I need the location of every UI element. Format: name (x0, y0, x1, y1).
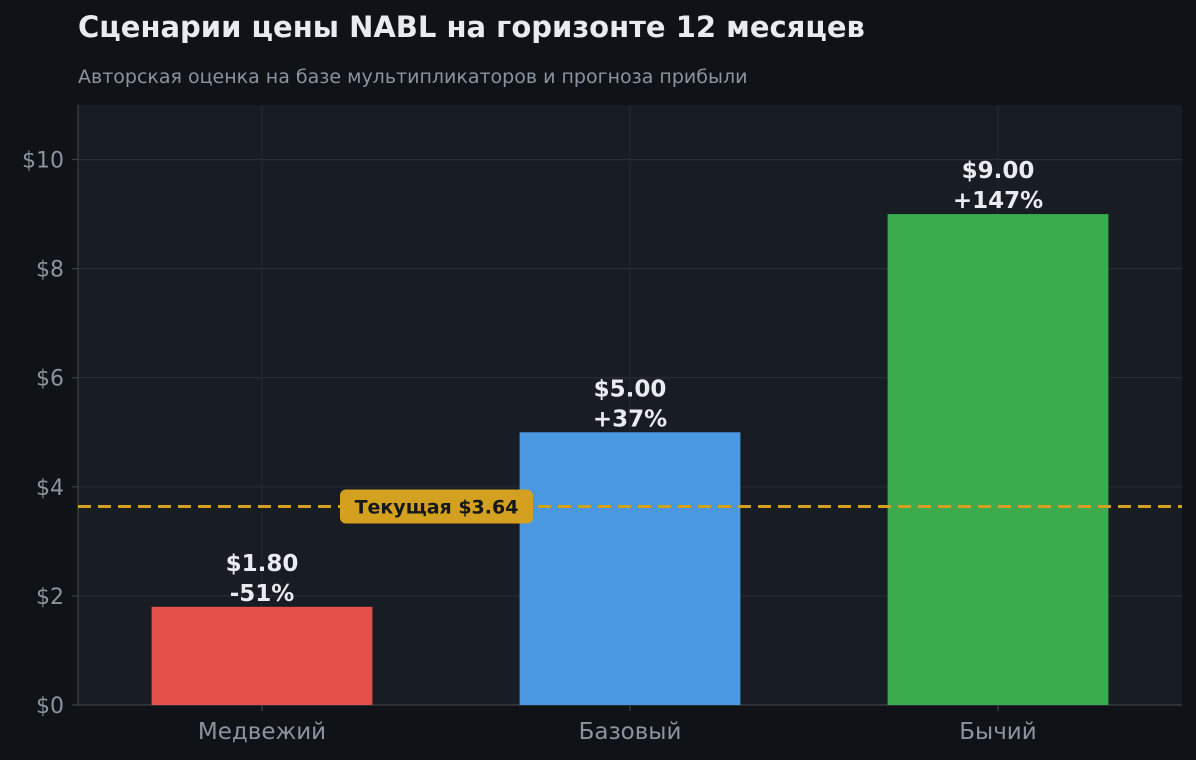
current-price-badge (340, 489, 533, 524)
bar-value-label: $5.00 (594, 376, 667, 402)
bar-change-label: +37% (593, 406, 667, 432)
x-tick-label: Бычий (959, 719, 1036, 745)
bar-change-label: -51% (230, 581, 295, 607)
bar-value-label: $9.00 (962, 158, 1035, 184)
y-tick-label: $8 (36, 258, 64, 283)
current-price-label: Текущая $3.64 (355, 496, 519, 518)
bar (519, 432, 741, 705)
bar-value-label: $1.80 (226, 551, 299, 577)
y-tick-label: $4 (36, 476, 64, 501)
y-tick-label: $2 (36, 585, 64, 610)
y-tick-label: $6 (36, 367, 64, 392)
chart-title: Сценарии цены NABL на горизонте 12 месяц… (78, 10, 865, 44)
bar-change-label: +147% (953, 188, 1043, 214)
y-tick-label: $10 (22, 149, 64, 174)
chart-subtitle: Авторская оценка на базе мультипликаторо… (78, 66, 748, 88)
y-tick-label: $0 (36, 694, 64, 719)
x-tick-label: Базовый (579, 719, 682, 745)
bar (151, 606, 373, 705)
x-tick-label: Медвежий (198, 719, 326, 745)
bar (887, 214, 1109, 705)
